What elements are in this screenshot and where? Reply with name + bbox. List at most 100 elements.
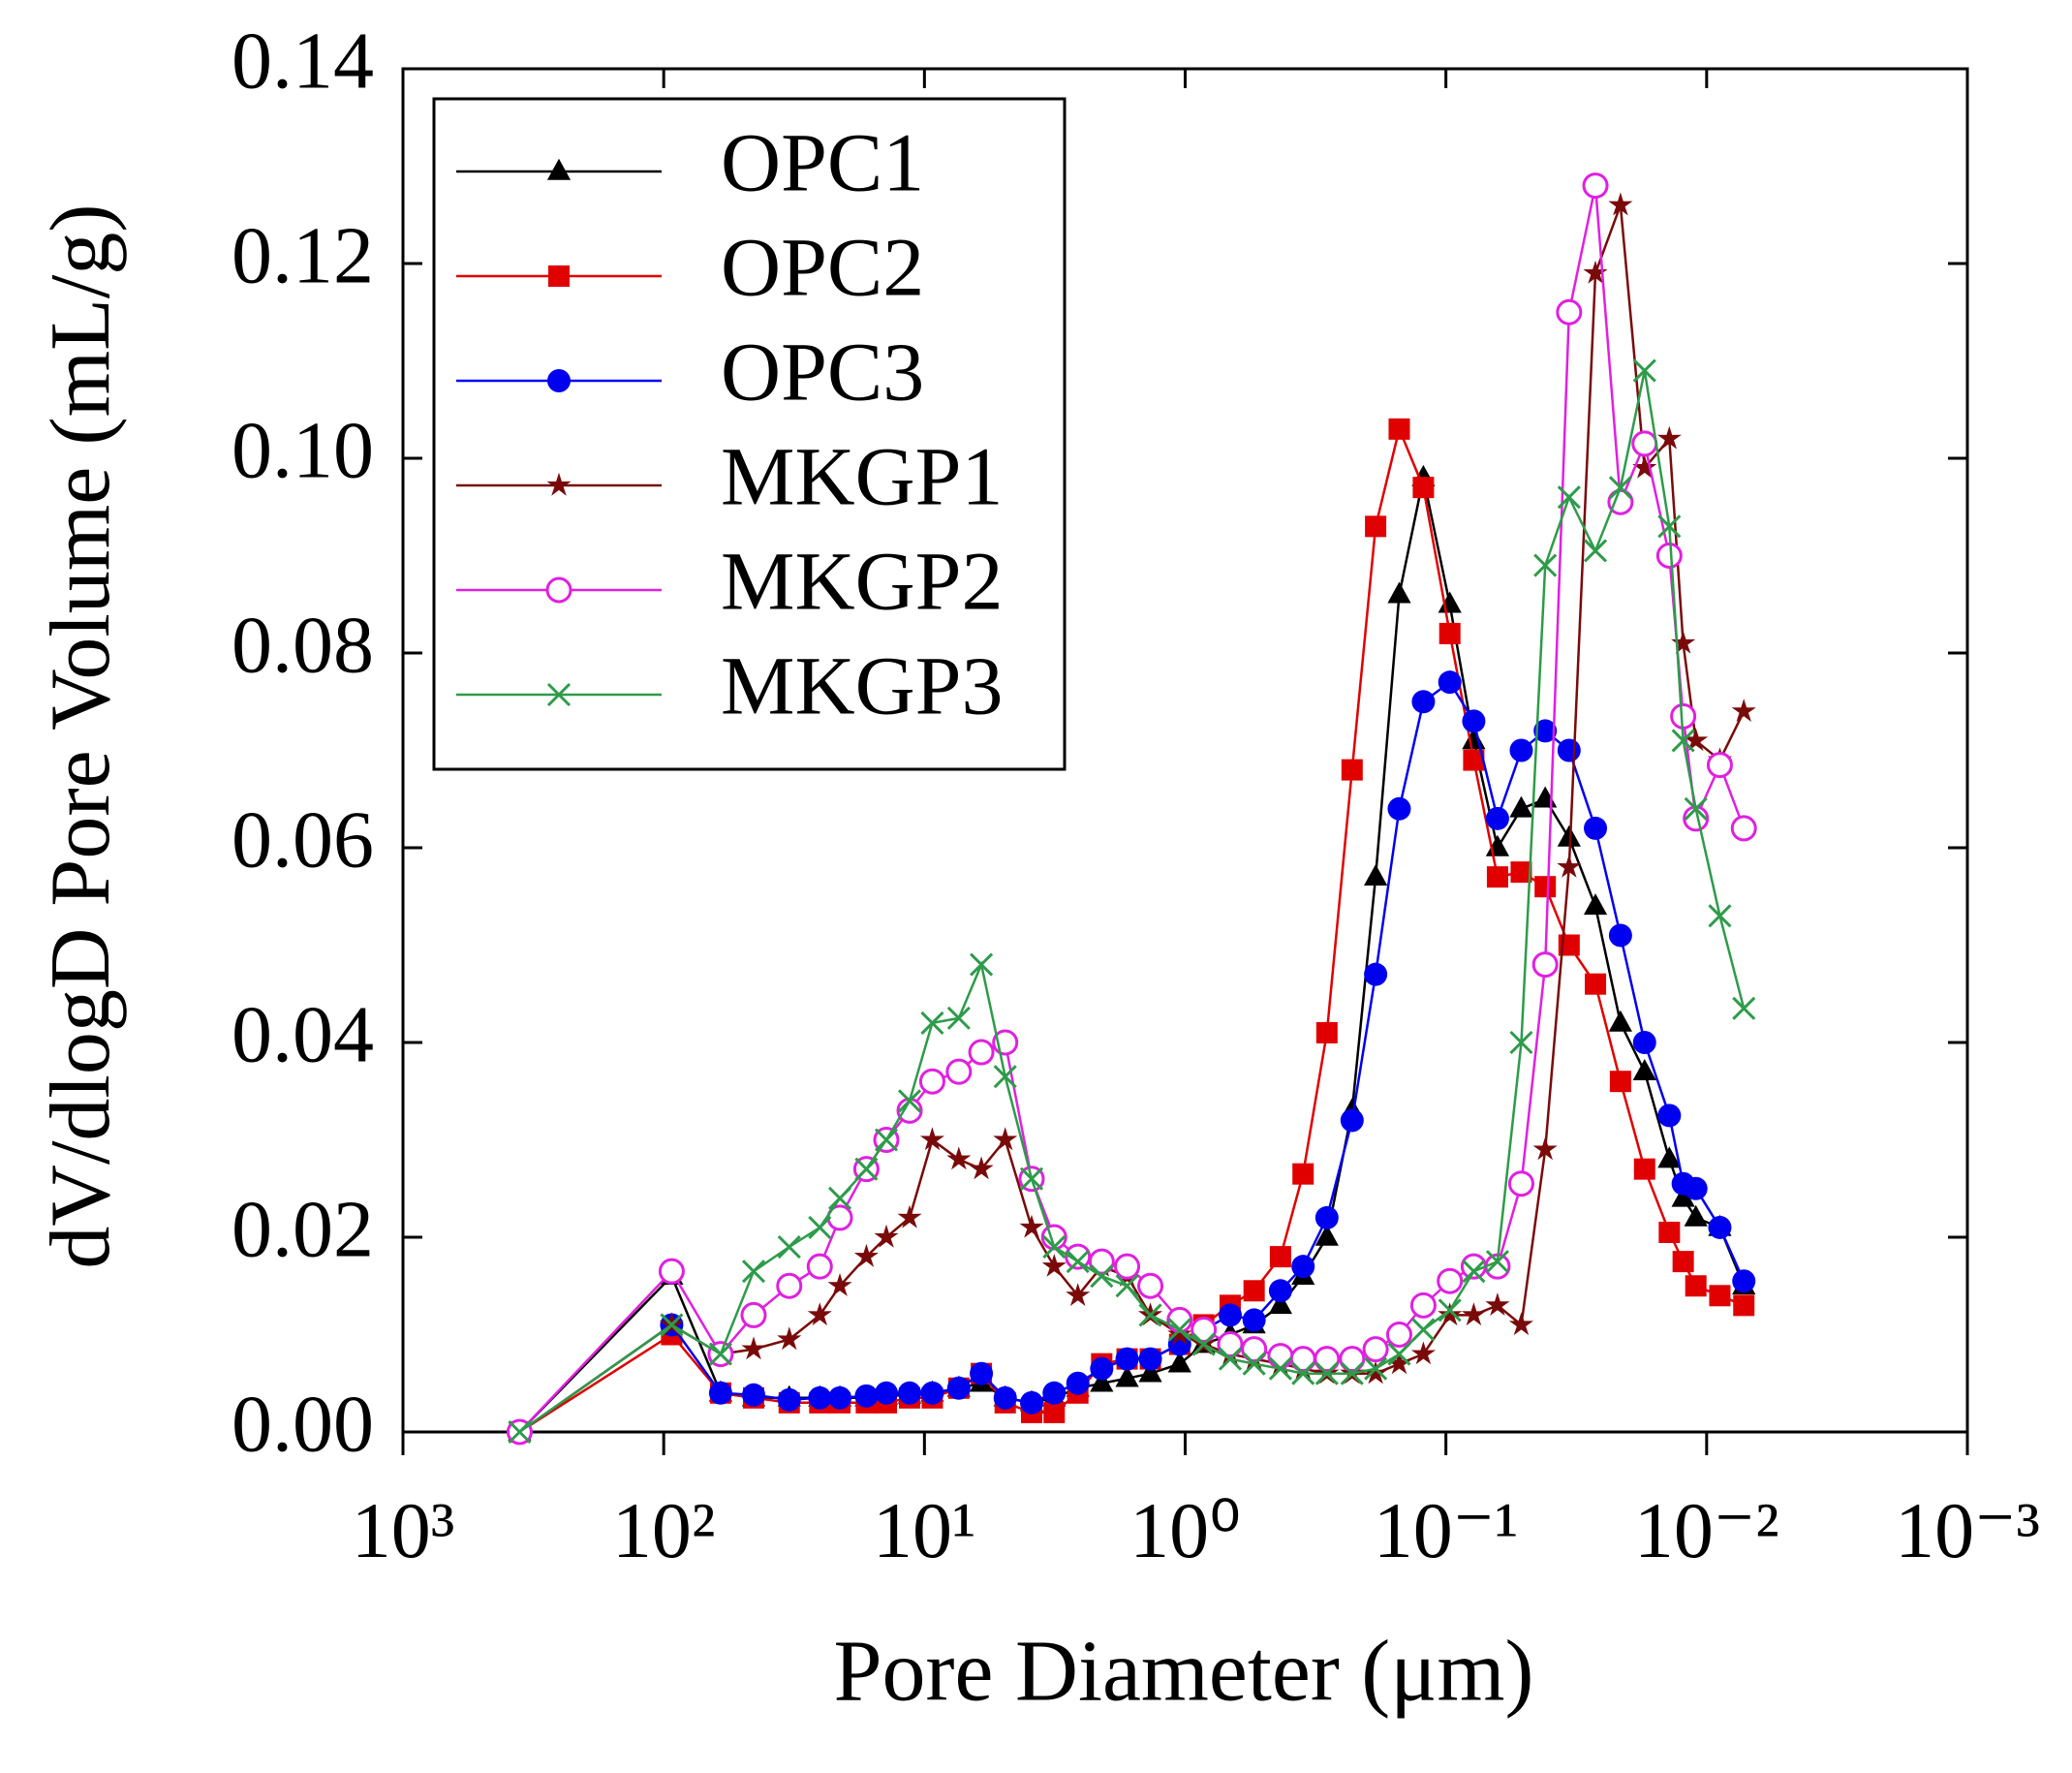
marker	[1609, 1071, 1631, 1093]
marker	[1509, 1030, 1533, 1055]
marker	[1557, 854, 1582, 878]
marker	[1582, 172, 1609, 200]
x-axis-title: Pore Diameter (μm)	[834, 1624, 1534, 1720]
marker	[776, 1272, 803, 1299]
marker	[1114, 1253, 1141, 1280]
marker	[1243, 1280, 1265, 1302]
marker	[1732, 996, 1756, 1020]
legend: OPC1 OPC2 OPC3 MKGP1 MKGP2 MKGP3	[432, 97, 1067, 771]
marker	[993, 1127, 1018, 1151]
marker	[1292, 1163, 1314, 1185]
marker	[546, 682, 572, 707]
marker	[1314, 1224, 1339, 1246]
marker	[1218, 1347, 1243, 1371]
marker	[1671, 630, 1696, 654]
marker	[920, 1011, 944, 1035]
marker	[1167, 1318, 1191, 1342]
y-tick-label: 0.14	[232, 16, 374, 106]
marker	[708, 1342, 732, 1366]
marker	[1341, 759, 1363, 781]
marker	[993, 1385, 1017, 1410]
legend-label: MKGP3	[721, 639, 1004, 732]
marker	[1043, 1401, 1066, 1423]
marker	[1362, 1336, 1389, 1363]
marker	[1409, 1291, 1437, 1319]
marker	[897, 1204, 922, 1229]
marker	[1065, 1243, 1092, 1270]
marker	[545, 576, 572, 604]
marker	[875, 1381, 899, 1405]
marker	[946, 1146, 972, 1170]
marker	[1314, 1346, 1341, 1373]
marker	[1291, 1255, 1315, 1279]
marker	[1533, 719, 1558, 743]
x-tick-label: 10⁻²	[1634, 1486, 1779, 1574]
marker	[827, 1273, 852, 1296]
marker	[1268, 1279, 1292, 1303]
marker	[1684, 1176, 1708, 1200]
marker	[1410, 1341, 1436, 1365]
marker	[1138, 1347, 1162, 1371]
marker	[1167, 1332, 1191, 1356]
marker	[1218, 1303, 1242, 1327]
marker	[1137, 1272, 1164, 1299]
marker	[1365, 515, 1387, 538]
marker	[1671, 729, 1695, 753]
y-tick-label: 0.12	[232, 210, 374, 300]
marker	[547, 369, 571, 392]
marker	[1685, 1275, 1707, 1297]
marker	[970, 1361, 994, 1385]
legend-label: MKGP1	[721, 430, 1004, 523]
marker	[945, 1058, 973, 1085]
marker	[1438, 670, 1462, 695]
legend-label: MKGP2	[721, 535, 1004, 628]
marker	[1632, 454, 1657, 479]
y-tick-label: 0.04	[232, 989, 374, 1079]
marker	[1583, 260, 1608, 284]
marker	[1655, 543, 1683, 569]
marker	[1115, 1347, 1139, 1371]
marker	[898, 1381, 922, 1405]
marker	[1066, 1283, 1091, 1306]
y-tick-label: 0.06	[232, 794, 374, 885]
marker	[1508, 1312, 1533, 1336]
marker	[946, 1376, 971, 1400]
marker	[1042, 1234, 1067, 1260]
marker	[1167, 1351, 1191, 1373]
marker	[854, 1384, 879, 1408]
y-tick-label: 0.00	[232, 1379, 374, 1469]
marker	[1732, 1269, 1756, 1293]
marker	[1088, 1248, 1115, 1275]
marker	[1090, 1264, 1114, 1289]
x-tick-label: 10¹	[873, 1486, 976, 1574]
marker	[1412, 477, 1435, 499]
marker	[1411, 1318, 1436, 1342]
marker	[660, 1313, 684, 1337]
marker	[1437, 1267, 1464, 1294]
marker	[1708, 1215, 1732, 1239]
marker	[741, 1260, 766, 1284]
marker	[1019, 1214, 1044, 1238]
marker	[1269, 1246, 1291, 1268]
marker	[741, 1336, 766, 1360]
marker	[1462, 1260, 1486, 1284]
marker	[1241, 1336, 1268, 1363]
marker	[1583, 539, 1608, 563]
marker	[658, 1258, 685, 1285]
marker	[546, 472, 572, 496]
marker	[1684, 1204, 1708, 1227]
marker	[1509, 738, 1533, 762]
marker	[1531, 951, 1559, 979]
marker	[1115, 1365, 1139, 1387]
marker	[1533, 553, 1558, 577]
marker	[1291, 1361, 1315, 1385]
marker	[708, 1381, 732, 1405]
marker	[548, 265, 570, 287]
marker	[1730, 815, 1757, 842]
marker	[1463, 749, 1485, 771]
marker	[1485, 806, 1509, 830]
marker	[1340, 1361, 1364, 1385]
marker	[1438, 1302, 1463, 1326]
marker	[1385, 1322, 1412, 1348]
